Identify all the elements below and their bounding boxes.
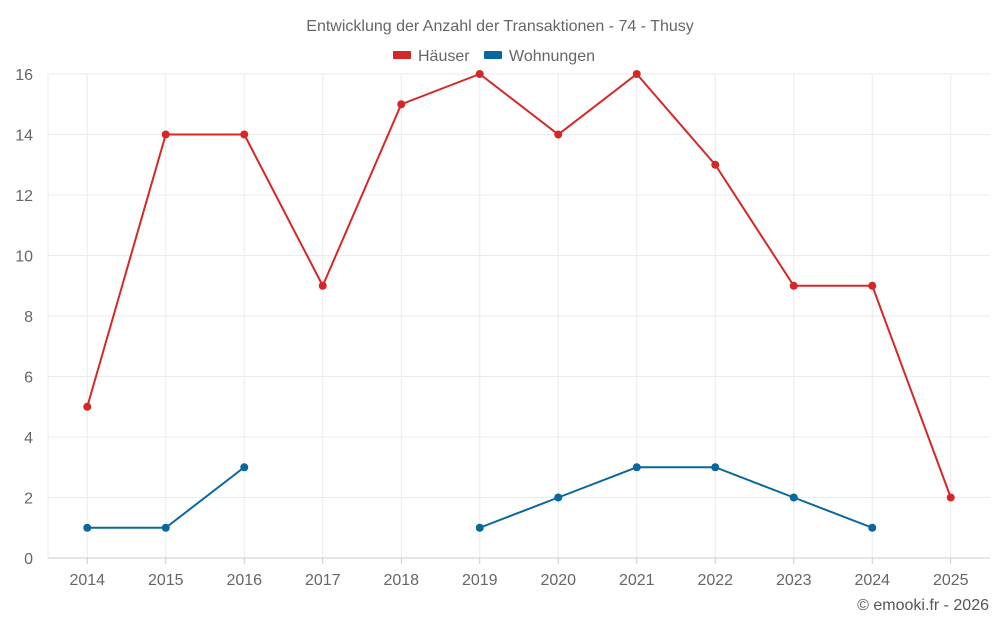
- x-tick-label: 2024: [854, 572, 890, 589]
- data-point-wohnungen[interactable]: [868, 523, 877, 532]
- series-line-haeuser: [86, 73, 952, 498]
- y-tick-label: 16: [15, 67, 33, 84]
- legend-item-wohnungen[interactable]: Wohnungen: [484, 48, 595, 65]
- x-tick-label: 2019: [462, 572, 498, 589]
- x-tick-label: 2021: [619, 572, 655, 589]
- y-tick-label: 4: [24, 430, 33, 447]
- data-point-wohnungen[interactable]: [632, 463, 641, 472]
- data-point-haeuser[interactable]: [475, 70, 484, 78]
- y-tick-label: 6: [24, 370, 33, 387]
- data-point-wohnungen[interactable]: [711, 463, 720, 472]
- data-point-haeuser[interactable]: [789, 281, 798, 290]
- x-tick-label: 2014: [69, 572, 105, 589]
- data-point-haeuser[interactable]: [868, 281, 877, 290]
- x-tick-label: 2015: [148, 572, 184, 589]
- legend-swatch-wohnungen: [484, 51, 502, 59]
- y-tick-label: 2: [24, 491, 33, 508]
- y-axis: 0 2 4 6 8 10 12 14 16: [15, 67, 33, 568]
- legend-swatch-haeuser: [393, 51, 411, 59]
- data-point-haeuser[interactable]: [632, 70, 641, 78]
- series-haeuser: [83, 70, 955, 502]
- data-point-haeuser[interactable]: [711, 160, 720, 169]
- legend-item-haeuser[interactable]: Häuser: [393, 48, 470, 65]
- x-tick-label: 2025: [933, 572, 969, 589]
- data-point-wohnungen[interactable]: [161, 523, 170, 532]
- y-tick-label: 8: [24, 309, 33, 326]
- series-wohnungen: [83, 463, 877, 532]
- data-point-haeuser[interactable]: [318, 281, 327, 290]
- y-tick-label: 14: [15, 128, 33, 145]
- data-point-wohnungen[interactable]: [789, 493, 798, 502]
- x-axis: 2014 2015 2016 2017 2018 2019 2020 2021 2022 2023…: [48, 557, 990, 589]
- series: [83, 70, 955, 532]
- data-point-haeuser[interactable]: [83, 402, 92, 411]
- data-point-haeuser[interactable]: [554, 130, 563, 139]
- legend-label-haeuser: Häuser: [418, 48, 470, 65]
- x-tick-label: 2016: [226, 572, 262, 589]
- x-tick-label: 2017: [305, 572, 341, 589]
- x-tick-label: 2020: [540, 572, 576, 589]
- data-point-haeuser[interactable]: [161, 130, 170, 139]
- data-point-haeuser[interactable]: [240, 130, 249, 139]
- data-point-haeuser[interactable]: [946, 493, 955, 502]
- y-tick-label: 0: [24, 551, 33, 568]
- data-point-wohnungen[interactable]: [83, 523, 92, 532]
- y-tick-label: 12: [15, 188, 33, 205]
- data-point-wohnungen[interactable]: [240, 463, 249, 472]
- grid: [47, 73, 990, 558]
- x-tick-label: 2022: [697, 572, 733, 589]
- data-point-haeuser[interactable]: [397, 100, 406, 109]
- legend: Häuser Wohnungen: [393, 48, 595, 65]
- data-point-wohnungen[interactable]: [554, 493, 563, 502]
- data-point-wohnungen[interactable]: [475, 523, 484, 532]
- x-tick-label: 2023: [776, 572, 812, 589]
- legend-label-wohnungen: Wohnungen: [509, 48, 595, 65]
- chart-title: Entwicklung der Anzahl der Transaktionen…: [306, 18, 693, 35]
- x-tick-label: 2018: [383, 572, 419, 589]
- y-tick-label: 10: [15, 249, 33, 266]
- credit-text: © emooki.fr - 2026: [857, 597, 989, 614]
